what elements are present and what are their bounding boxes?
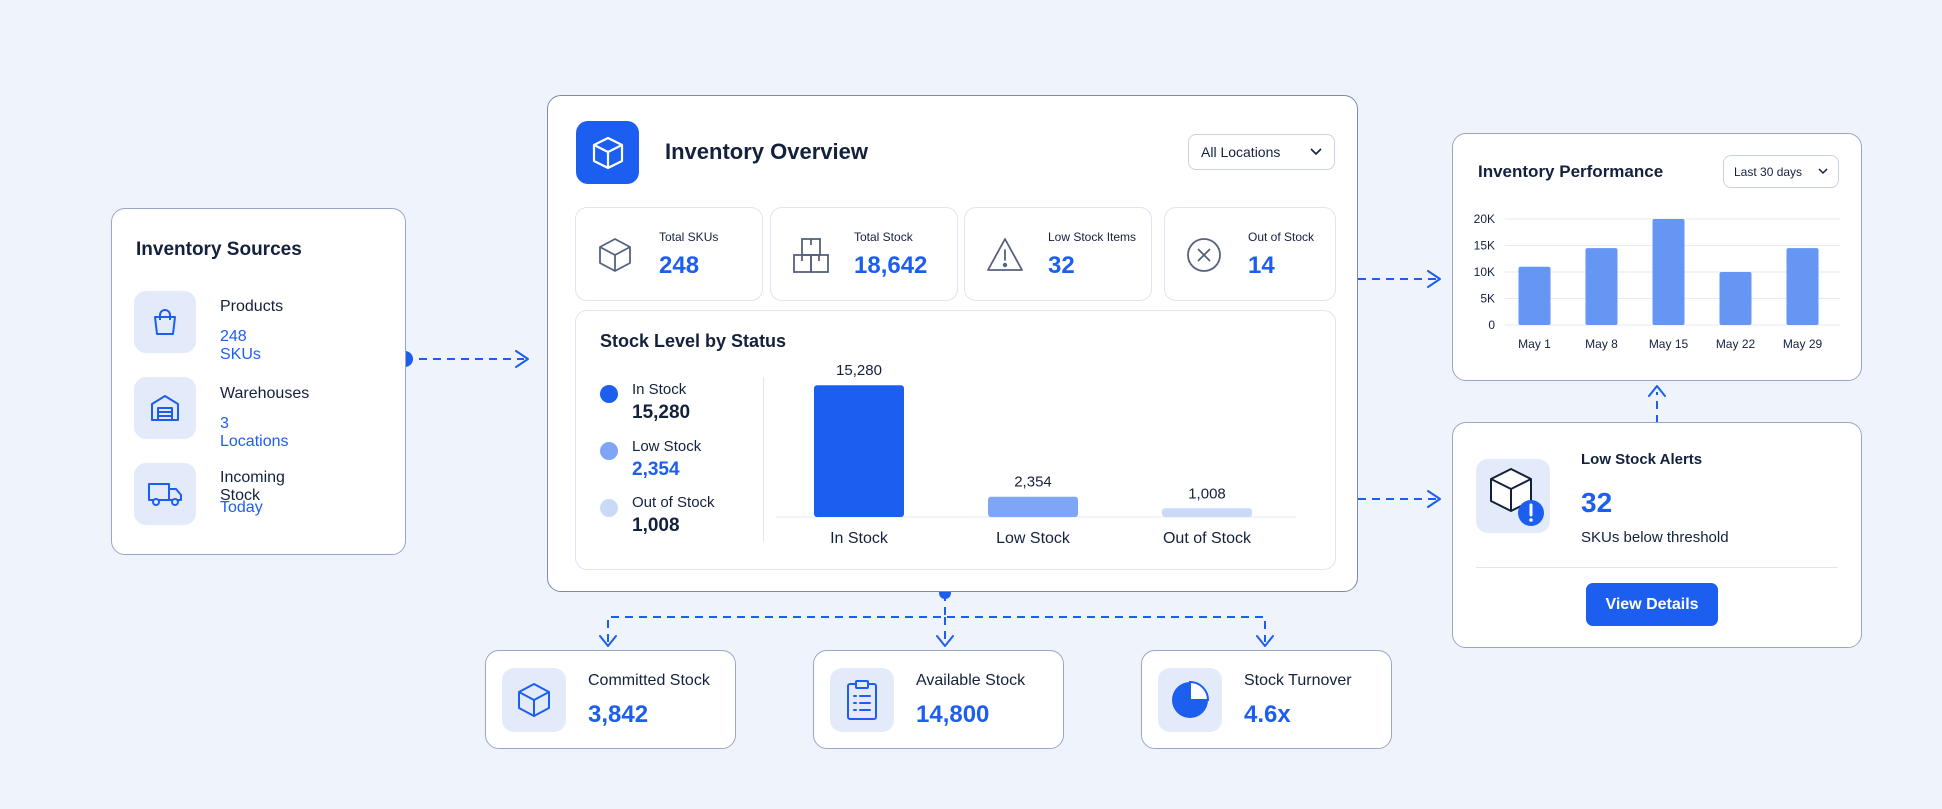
warning-icon xyxy=(987,238,1023,271)
alerts-divider xyxy=(1476,567,1838,568)
box-icon xyxy=(502,668,566,732)
y-tick-label: 0 xyxy=(1488,318,1495,332)
committed-stock-card[interactable]: Committed Stock 3,842 xyxy=(485,650,736,749)
legend-value: 15,280 xyxy=(632,402,691,423)
range-select-value: Last 30 days xyxy=(1734,164,1803,179)
box-icon xyxy=(599,238,631,272)
legend-divider xyxy=(763,377,764,542)
stock-turnover-card[interactable]: Stock Turnover 4.6x xyxy=(1141,650,1392,749)
stat-value: 3,842 xyxy=(588,701,649,728)
chevron-down-icon xyxy=(1310,148,1322,156)
kpi-label: Total Stock xyxy=(854,230,913,244)
overview-title: Inventory Overview xyxy=(665,139,868,164)
location-select-value: All Locations xyxy=(1201,144,1281,160)
category-label: Out of Stock xyxy=(1163,530,1252,547)
kpi-label: Total SKUs xyxy=(659,230,719,244)
inventory-performance-card: Inventory Performance Last 30 days 0 5K 10… xyxy=(1452,133,1862,381)
data-label: 2,354 xyxy=(1014,474,1052,491)
source-label: Incoming Stock xyxy=(220,469,285,504)
clipboard-list-icon xyxy=(830,668,894,732)
stock-status-panel: Stock Level by Status In Stock 15,280 Lo… xyxy=(575,310,1336,570)
kpi-card-low-stock-items[interactable]: Low Stock Items 32 xyxy=(964,207,1152,301)
stat-label: Stock Turnover xyxy=(1244,672,1352,689)
bar xyxy=(1719,272,1752,325)
kpi-card-total-skus[interactable]: Total SKUs 248 xyxy=(575,207,763,301)
kpi-label: Low Stock Items xyxy=(1048,230,1137,244)
kpi-label: Out of Stock xyxy=(1248,230,1315,244)
pie-chart-icon xyxy=(1158,668,1222,732)
source-value: 3 Locations xyxy=(220,415,289,450)
x-tick-label: May 29 xyxy=(1783,337,1823,351)
legend-dot xyxy=(600,499,618,517)
kpi-value: 18,642 xyxy=(854,252,928,279)
performance-bar-chart: 0 5K 10K 15K 20K May 1 May 8 May 15 May 22 May 29 xyxy=(1474,212,1840,351)
stat-label: Committed Stock xyxy=(588,672,710,689)
y-tick-label: 10K xyxy=(1474,265,1495,279)
kpi-value: 14 xyxy=(1248,252,1275,279)
bar xyxy=(1652,219,1685,325)
shopping-bag-icon xyxy=(134,291,196,353)
y-tick-label: 20K xyxy=(1474,212,1495,226)
chevron-down-icon xyxy=(1818,168,1828,175)
stock-status-title: Stock Level by Status xyxy=(600,331,787,351)
alerts-subtitle: SKUs below threshold xyxy=(1581,529,1729,546)
view-details-button[interactable]: View Details xyxy=(1586,583,1718,626)
data-label: 1,008 xyxy=(1188,485,1226,502)
inventory-overview-card: Inventory Overview All Locations Total S… xyxy=(547,95,1358,592)
x-tick-label: May 15 xyxy=(1649,337,1689,351)
available-stock-card[interactable]: Available Stock 14,800 xyxy=(813,650,1064,749)
kpi-value: 248 xyxy=(659,252,700,279)
stock-status-bar-chart: 15,280 In Stock 2,354 Low Stock 1,008 Out of … xyxy=(776,362,1296,547)
category-label: In Stock xyxy=(830,530,889,547)
truck-icon xyxy=(134,463,196,525)
legend-value: 1,008 xyxy=(632,515,680,536)
x-tick-label: May 22 xyxy=(1716,337,1756,351)
warehouse-icon xyxy=(134,377,196,439)
stacked-boxes-icon xyxy=(793,238,829,273)
data-label: 15,280 xyxy=(836,362,882,379)
stat-label: Available Stock xyxy=(916,672,1026,689)
stat-value: 4.6x xyxy=(1244,701,1291,728)
kpi-card-total-stock[interactable]: Total Stock 18,642 xyxy=(770,207,958,301)
range-select[interactable]: Last 30 days xyxy=(1723,155,1839,188)
y-tick-label: 15K xyxy=(1474,239,1495,253)
source-label: Products xyxy=(220,298,284,315)
box-icon xyxy=(592,136,623,169)
x-circle-icon xyxy=(1187,238,1221,272)
y-tick-label: 5K xyxy=(1480,292,1495,306)
inventory-sources-card: Inventory Sources Products 248 SKUs Ware… xyxy=(111,208,406,555)
performance-title: Inventory Performance xyxy=(1478,162,1664,181)
legend-label: In Stock xyxy=(632,381,687,398)
legend-dot xyxy=(600,385,618,403)
sources-title: Inventory Sources xyxy=(136,239,302,260)
overview-logo xyxy=(576,121,639,184)
stat-value: 14,800 xyxy=(916,701,990,728)
category-label: Low Stock xyxy=(996,530,1071,547)
bar xyxy=(1518,266,1551,325)
alerts-count: 32 xyxy=(1581,487,1613,518)
bar xyxy=(1162,508,1252,517)
source-value: 248 SKUs xyxy=(220,328,261,363)
alert-icon-tile xyxy=(1476,459,1550,533)
box-alert-icon xyxy=(1490,468,1544,526)
alerts-title: Low Stock Alerts xyxy=(1581,451,1703,468)
x-tick-label: May 1 xyxy=(1518,337,1551,351)
low-stock-alerts-card: Low Stock Alerts 32 SKUs below threshold… xyxy=(1452,422,1862,648)
bar xyxy=(814,385,904,517)
location-select[interactable]: All Locations xyxy=(1188,134,1335,170)
bar xyxy=(1585,248,1618,325)
legend-label: Out of Stock xyxy=(632,494,715,511)
x-tick-label: May 8 xyxy=(1585,337,1618,351)
bar xyxy=(988,496,1078,517)
legend-value: 2,354 xyxy=(632,459,680,480)
kpi-value: 32 xyxy=(1048,252,1075,279)
legend-dot xyxy=(600,442,618,460)
bar xyxy=(1786,248,1819,325)
source-value: Today xyxy=(220,499,263,516)
kpi-card-out-of-stock[interactable]: Out of Stock 14 xyxy=(1164,207,1336,301)
source-label: Warehouses xyxy=(220,385,310,402)
legend-label: Low Stock xyxy=(632,438,702,455)
